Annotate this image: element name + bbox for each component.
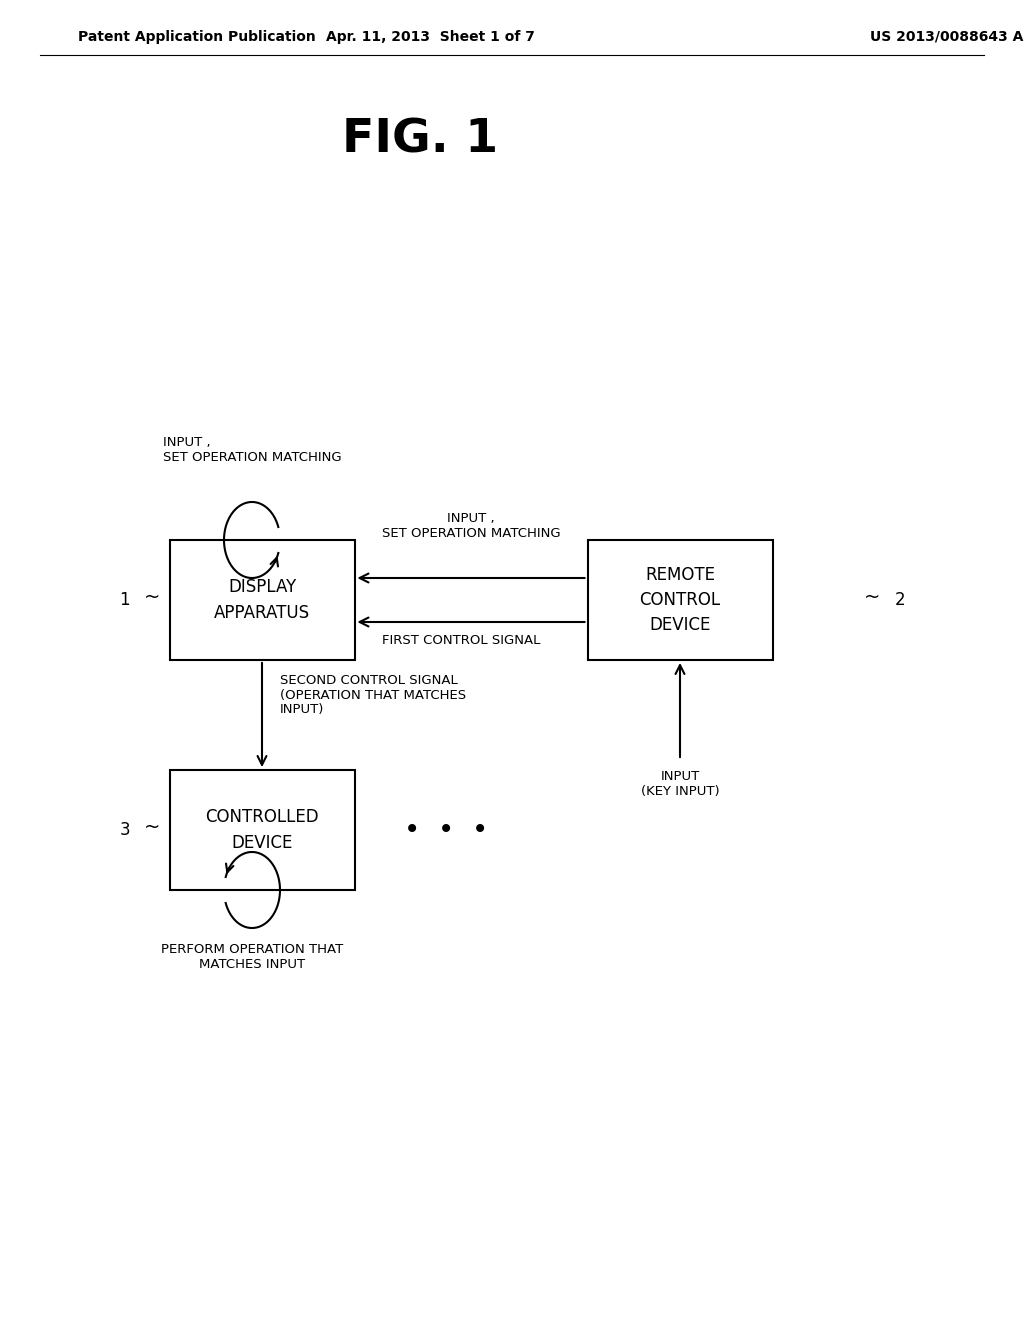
Text: PERFORM OPERATION THAT
MATCHES INPUT: PERFORM OPERATION THAT MATCHES INPUT bbox=[161, 942, 343, 972]
Text: CONTROLLED
DEVICE: CONTROLLED DEVICE bbox=[205, 808, 318, 851]
Bar bbox=[170, 540, 354, 660]
Text: INPUT
(KEY INPUT): INPUT (KEY INPUT) bbox=[641, 770, 719, 799]
Text: DISPLAY
APPARATUS: DISPLAY APPARATUS bbox=[214, 578, 310, 622]
Text: 1: 1 bbox=[120, 591, 130, 609]
Text: 3: 3 bbox=[120, 821, 130, 840]
Text: US 2013/0088643 A1: US 2013/0088643 A1 bbox=[870, 30, 1024, 44]
Text: FIG. 1: FIG. 1 bbox=[342, 117, 498, 162]
Text: •  •  •: • • • bbox=[404, 816, 488, 843]
Text: INPUT ,
SET OPERATION MATCHING: INPUT , SET OPERATION MATCHING bbox=[163, 436, 341, 465]
Text: FIRST CONTROL SIGNAL: FIRST CONTROL SIGNAL bbox=[382, 634, 541, 647]
Text: INPUT ,
SET OPERATION MATCHING: INPUT , SET OPERATION MATCHING bbox=[382, 512, 560, 540]
Text: Patent Application Publication: Patent Application Publication bbox=[78, 30, 315, 44]
Text: 2: 2 bbox=[895, 591, 905, 609]
Text: SECOND CONTROL SIGNAL
(OPERATION THAT MATCHES
INPUT): SECOND CONTROL SIGNAL (OPERATION THAT MA… bbox=[280, 673, 466, 717]
Bar bbox=[588, 540, 772, 660]
Text: ~: ~ bbox=[143, 587, 160, 606]
Text: ~: ~ bbox=[864, 587, 881, 606]
Bar bbox=[170, 770, 354, 890]
Text: REMOTE
CONTROL
DEVICE: REMOTE CONTROL DEVICE bbox=[639, 566, 721, 634]
Text: ~: ~ bbox=[143, 817, 160, 837]
Text: Apr. 11, 2013  Sheet 1 of 7: Apr. 11, 2013 Sheet 1 of 7 bbox=[326, 30, 535, 44]
